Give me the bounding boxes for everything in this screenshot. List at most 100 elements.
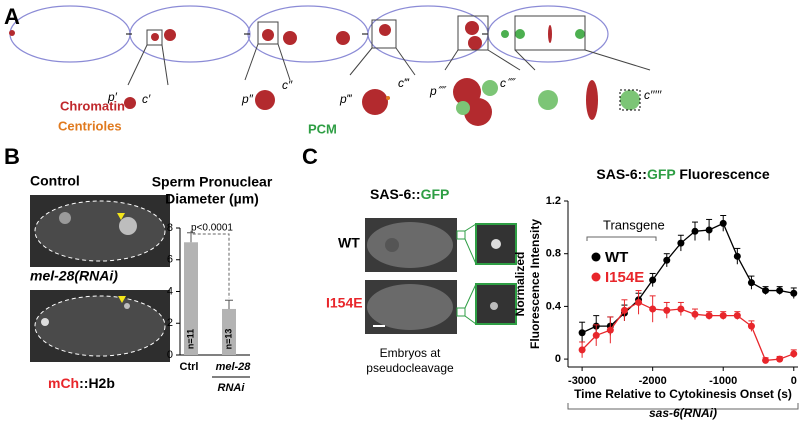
point <box>747 322 755 330</box>
point <box>747 279 755 287</box>
panel-a-cells <box>9 15 651 126</box>
point <box>705 226 713 234</box>
measure: c′ <box>142 92 151 106</box>
measure: c′′′′′ <box>644 88 662 102</box>
point <box>790 350 798 358</box>
x-tick-label: 0 <box>791 375 797 387</box>
series-line <box>581 301 794 362</box>
marker-part: ::H2b <box>79 375 115 391</box>
measure: c″ <box>282 78 293 92</box>
panel-label: A <box>4 4 20 29</box>
point <box>733 252 741 260</box>
y-tick-label: 0 <box>555 353 561 365</box>
caption: pseudocleavage <box>366 361 454 375</box>
micrograph <box>365 218 517 334</box>
x-axis-label: Time Relative to Cytokinesis Onset (s) <box>574 387 792 401</box>
point <box>719 219 727 227</box>
legend-marker <box>591 252 601 262</box>
chart-title: SAS-6::GFP Fluorescence <box>596 166 769 182</box>
point <box>663 256 671 264</box>
image-label: Control <box>30 173 80 189</box>
chart-title: Diameter (µm) <box>165 191 259 207</box>
point <box>649 305 657 313</box>
point <box>677 239 685 247</box>
legend-marker <box>591 272 601 282</box>
point <box>578 346 586 354</box>
image-label: mel-28(RNAi) <box>30 268 118 284</box>
data-label: n=13 <box>223 329 233 350</box>
p-value: p<0.0001 <box>191 223 233 234</box>
x-tick-label: -1000 <box>709 375 737 387</box>
marker-part: SAS-6:: <box>370 186 421 202</box>
legend-label: I154E <box>605 269 644 286</box>
panel-label: B <box>4 144 20 169</box>
x-tick-label: -2000 <box>639 375 667 387</box>
measure: p⁗ <box>429 84 447 98</box>
point <box>705 312 713 320</box>
chart-title: Sperm Pronuclear <box>152 174 273 190</box>
point <box>635 298 643 306</box>
y-tick-label: 1.2 <box>546 195 561 207</box>
footer-label: sas-6(RNAi) <box>649 406 717 420</box>
significance-bracket <box>190 230 230 299</box>
legend-label: WT <box>605 249 628 266</box>
footer-bracket <box>567 403 799 410</box>
point <box>691 227 699 235</box>
row-label: I154E <box>326 295 363 311</box>
legend-centrioles: Centrioles <box>58 118 122 133</box>
point <box>776 287 784 295</box>
marker-label: mCh::H2b <box>48 375 115 391</box>
y-tick-label: 2 <box>167 317 173 329</box>
y-tick-label: 4 <box>167 285 173 297</box>
measure: p‴ <box>339 92 353 106</box>
point <box>719 312 727 320</box>
measure: p″ <box>241 92 254 106</box>
point <box>677 305 685 313</box>
title-part: GFP <box>647 166 676 182</box>
legend-bracket <box>586 236 657 241</box>
row-label: WT <box>338 235 360 251</box>
point <box>762 356 770 364</box>
point <box>620 306 628 314</box>
point <box>592 331 600 339</box>
legend-title: Transgene <box>603 217 665 232</box>
title-part: SAS-6:: <box>596 166 647 182</box>
marker-label: SAS-6::GFP <box>370 186 449 202</box>
point <box>663 306 671 314</box>
point <box>790 289 798 297</box>
y-tick-label: 0.8 <box>546 248 561 260</box>
point <box>578 329 586 337</box>
x-tick-label: -3000 <box>568 375 596 387</box>
y-tick-label: 0 <box>167 349 173 361</box>
bar <box>222 308 236 355</box>
panel-label: C <box>302 144 318 169</box>
group-label: RNAi <box>218 382 246 394</box>
point <box>606 326 614 334</box>
marker-part: mCh <box>48 375 79 391</box>
y-tick-label: 6 <box>167 254 173 266</box>
legend-pcm: PCM <box>308 121 337 136</box>
y-axis-label: Normalized <box>513 252 527 317</box>
point <box>762 287 770 295</box>
measure: c⁗ <box>500 76 516 90</box>
title-part: Fluorescence <box>675 166 769 182</box>
point <box>776 355 784 363</box>
marker-part: GFP <box>421 186 450 202</box>
bar <box>184 242 198 355</box>
x-tick-label: mel-28 <box>216 361 252 373</box>
micrograph <box>30 290 170 362</box>
point <box>733 312 741 320</box>
data-label: n=11 <box>185 329 195 349</box>
measure: c‴ <box>398 76 410 90</box>
x-tick-label: Ctrl <box>180 361 199 373</box>
point <box>691 310 699 318</box>
y-tick-label: 0.4 <box>546 300 562 312</box>
y-axis-label: Fluorescence Intensity <box>528 219 542 349</box>
y-tick-label: 8 <box>167 222 173 234</box>
legend-chromatin: Chromatin <box>60 98 125 113</box>
point <box>649 276 657 284</box>
caption: Embryos at <box>380 346 441 360</box>
micrograph <box>30 195 170 267</box>
measure: p′ <box>107 90 118 104</box>
